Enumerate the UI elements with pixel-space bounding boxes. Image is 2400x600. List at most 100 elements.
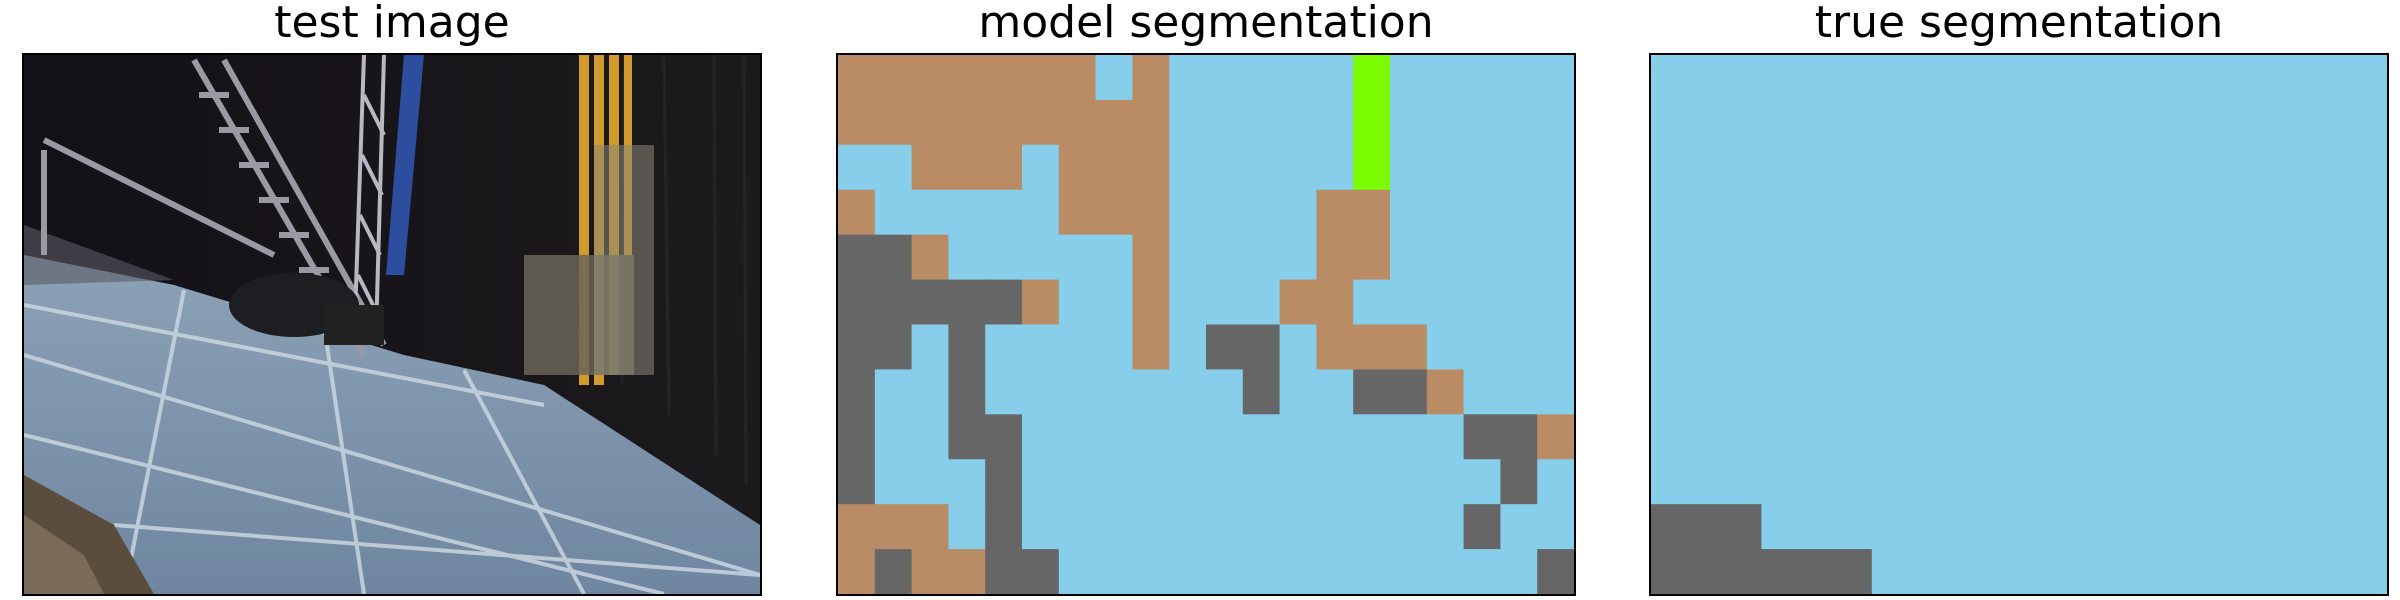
model-segmentation-cell bbox=[1169, 369, 1207, 415]
true-segmentation-cell bbox=[1835, 189, 1873, 236]
true-segmentation-cell bbox=[1687, 414, 1726, 460]
true-segmentation-cell bbox=[1871, 504, 1910, 550]
model-segmentation-cell bbox=[1463, 99, 1501, 146]
model-segmentation-cell bbox=[948, 504, 986, 550]
model-segmentation-cell bbox=[1169, 234, 1207, 281]
model-segmentation-cell bbox=[1169, 459, 1207, 505]
model-segmentation-cell bbox=[1206, 504, 1244, 550]
true-segmentation-cell bbox=[1908, 144, 1946, 191]
true-segmentation-cell bbox=[1871, 459, 1910, 505]
true-segmentation-cell bbox=[1835, 459, 1873, 505]
true-segmentation-cell bbox=[2239, 369, 2278, 415]
model-segmentation-cell bbox=[1316, 414, 1354, 460]
true-segmentation-cell bbox=[1798, 234, 1836, 281]
true-segmentation-cell bbox=[2203, 279, 2241, 326]
true-segmentation-cell bbox=[1761, 504, 1799, 550]
true-segmentation-cell bbox=[1908, 279, 1946, 326]
true-segmentation-cell bbox=[2203, 189, 2241, 236]
true-segmentation-cell bbox=[1724, 504, 1762, 550]
model-segmentation-cell bbox=[1206, 189, 1244, 236]
model-segmentation-cell bbox=[874, 459, 913, 505]
model-segmentation-cell bbox=[1390, 279, 1428, 326]
true-segmentation-cell bbox=[2129, 279, 2167, 326]
test-image-photo bbox=[24, 55, 760, 594]
true-segmentation-cell bbox=[1945, 369, 1983, 415]
model-segmentation-cell bbox=[1206, 459, 1244, 505]
true-segmentation-cell bbox=[1687, 189, 1726, 236]
model-segmentation-cell bbox=[874, 99, 913, 146]
true-segmentation-cell bbox=[2203, 324, 2241, 371]
true-segmentation-cell bbox=[1835, 55, 1873, 101]
true-segmentation-cell bbox=[2129, 369, 2167, 415]
model-segmentation-cell bbox=[1242, 189, 1281, 236]
true-segmentation-cell bbox=[1908, 234, 1946, 281]
true-segmentation-cell bbox=[1945, 189, 1983, 236]
model-segmentation-cell bbox=[948, 234, 986, 281]
model-segmentation-cell bbox=[1500, 369, 1538, 415]
model-segmentation-cell bbox=[1390, 549, 1428, 594]
model-segmentation-cell bbox=[1058, 504, 1097, 550]
true-segmentation-cell bbox=[2019, 324, 2057, 371]
true-segmentation-cell bbox=[2203, 99, 2241, 146]
true-segmentation-cell bbox=[1687, 324, 1726, 371]
true-segmentation-cell bbox=[2313, 549, 2351, 594]
model-segmentation-cell bbox=[1537, 279, 1574, 326]
true-segmentation-cell bbox=[2203, 504, 2241, 550]
true-segmentation-cell bbox=[1651, 144, 1689, 191]
model-segmentation-cell bbox=[1022, 279, 1060, 326]
model-segmentation-cell bbox=[1426, 99, 1465, 146]
true-segmentation-cell bbox=[1908, 324, 1946, 371]
model-segmentation-cell bbox=[1463, 189, 1501, 236]
true-segmentation-cell bbox=[1687, 279, 1726, 326]
model-segmentation-cell bbox=[911, 279, 949, 326]
model-segmentation-cell bbox=[985, 144, 1023, 191]
model-segmentation-cell bbox=[911, 459, 949, 505]
model-segmentation-cell bbox=[1206, 369, 1244, 415]
true-segmentation-cell bbox=[1982, 99, 2020, 146]
model-segmentation-cell bbox=[838, 144, 876, 191]
true-segmentation-cell bbox=[1798, 414, 1836, 460]
true-segmentation-cell bbox=[1982, 414, 2020, 460]
model-segmentation-cell bbox=[1132, 504, 1170, 550]
model-segmentation-cell bbox=[1169, 504, 1207, 550]
true-segmentation-cell bbox=[1908, 189, 1946, 236]
true-segmentation-cell bbox=[2313, 414, 2351, 460]
true-segmentation-cell bbox=[1982, 324, 2020, 371]
model-segmentation-cell bbox=[1095, 324, 1133, 371]
true-segmentation-cell bbox=[1724, 55, 1762, 101]
model-segmentation-cell bbox=[1242, 55, 1281, 101]
true-segmentation-cell bbox=[2239, 55, 2278, 101]
true-segmentation-cell bbox=[2019, 414, 2057, 460]
true-segmentation-cell bbox=[2092, 279, 2130, 326]
true-segmentation-cell bbox=[2055, 459, 2094, 505]
true-segmentation-cell bbox=[2092, 504, 2130, 550]
model-segmentation-cell bbox=[1242, 504, 1281, 550]
true-segmentation-cell bbox=[1798, 549, 1836, 594]
model-segmentation-cell bbox=[1242, 369, 1281, 415]
model-segmentation-cell bbox=[1022, 324, 1060, 371]
model-segmentation-cell bbox=[1206, 99, 1244, 146]
model-segmentation-panel bbox=[836, 53, 1576, 596]
true-segmentation-cell bbox=[1871, 189, 1910, 236]
true-segmentation-cell bbox=[2055, 99, 2094, 146]
true-segmentation-cell bbox=[1871, 369, 1910, 415]
model-segmentation-cell bbox=[1206, 549, 1244, 594]
true-segmentation-cell bbox=[2313, 55, 2351, 101]
true-segmentation-cell bbox=[2203, 234, 2241, 281]
true-segmentation-cell bbox=[1651, 55, 1689, 101]
model-segmentation-cell bbox=[911, 144, 949, 191]
model-segmentation-cell bbox=[1390, 459, 1428, 505]
true-segmentation-cell bbox=[1761, 279, 1799, 326]
true-segmentation-cell bbox=[2276, 189, 2314, 236]
true-segmentation-cell bbox=[2350, 504, 2387, 550]
model-segmentation-cell bbox=[948, 279, 986, 326]
model-segmentation-cell bbox=[1500, 189, 1538, 236]
model-segmentation-cell bbox=[1537, 504, 1574, 550]
model-segmentation-cell bbox=[1426, 369, 1465, 415]
true-segmentation-cell bbox=[2276, 549, 2314, 594]
model-segmentation-cell bbox=[1500, 549, 1538, 594]
true-segmentation-cell bbox=[2313, 369, 2351, 415]
true-segmentation-cell bbox=[2092, 549, 2130, 594]
model-segmentation-cell bbox=[1353, 459, 1391, 505]
true-segmentation-cell bbox=[1761, 234, 1799, 281]
